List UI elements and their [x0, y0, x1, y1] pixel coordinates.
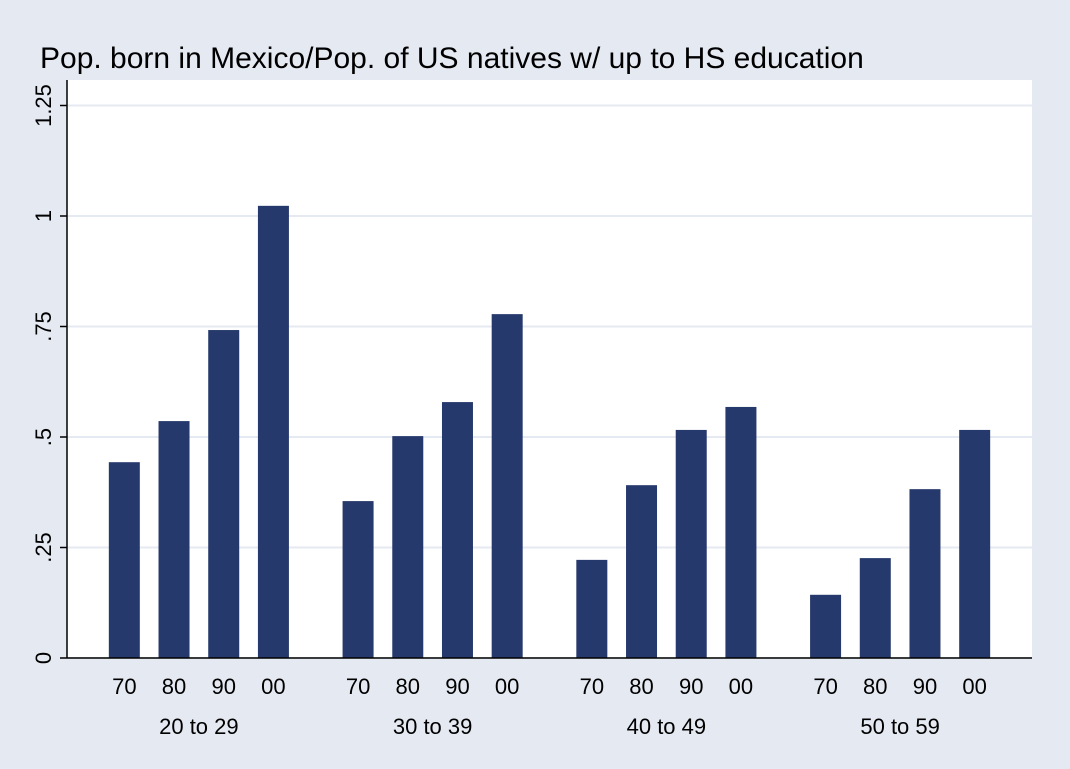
- bar: [342, 501, 374, 658]
- x-tick-label: 70: [580, 674, 604, 699]
- x-tick-label: 80: [396, 674, 420, 699]
- bar: [909, 489, 941, 658]
- x-tick-label: 90: [211, 674, 235, 699]
- bar: [257, 205, 289, 659]
- bar: [859, 558, 891, 658]
- bar: [441, 402, 473, 658]
- y-tick-label: 1.25: [31, 84, 56, 127]
- x-tick-label: 70: [112, 674, 136, 699]
- bar: [675, 429, 707, 658]
- x-tick-label: 00: [495, 674, 519, 699]
- x-tick-label: 70: [346, 674, 370, 699]
- x-tick-label: 00: [962, 674, 986, 699]
- y-tick-label: 1: [31, 210, 56, 222]
- bar: [959, 429, 991, 658]
- y-tick-label: .75: [31, 311, 56, 342]
- x-tick-label: 90: [679, 674, 703, 699]
- x-tick-label: 90: [913, 674, 937, 699]
- y-tick-label: .25: [31, 532, 56, 563]
- bar: [392, 436, 424, 658]
- x-tick-label: 70: [813, 674, 837, 699]
- x-tick-label: 00: [261, 674, 285, 699]
- group-label: 30 to 39: [393, 714, 473, 739]
- bar: [725, 406, 757, 658]
- bar: [158, 421, 190, 658]
- group-label: 20 to 29: [159, 714, 239, 739]
- bar: [108, 462, 140, 658]
- group-label: 40 to 49: [627, 714, 707, 739]
- bar: [576, 559, 608, 658]
- bar: [810, 594, 842, 658]
- y-tick-label: .5: [31, 428, 56, 446]
- x-tick-label: 80: [863, 674, 887, 699]
- group-label: 50 to 59: [860, 714, 940, 739]
- x-tick-label: 90: [445, 674, 469, 699]
- bar: [491, 314, 523, 658]
- x-tick-label: 80: [629, 674, 653, 699]
- x-tick-label: 80: [162, 674, 186, 699]
- bar: [626, 485, 658, 658]
- chart-title: Pop. born in Mexico/Pop. of US natives w…: [40, 42, 864, 75]
- bar: [208, 330, 240, 658]
- x-tick-label: 00: [729, 674, 753, 699]
- y-tick-label: 0: [31, 652, 56, 664]
